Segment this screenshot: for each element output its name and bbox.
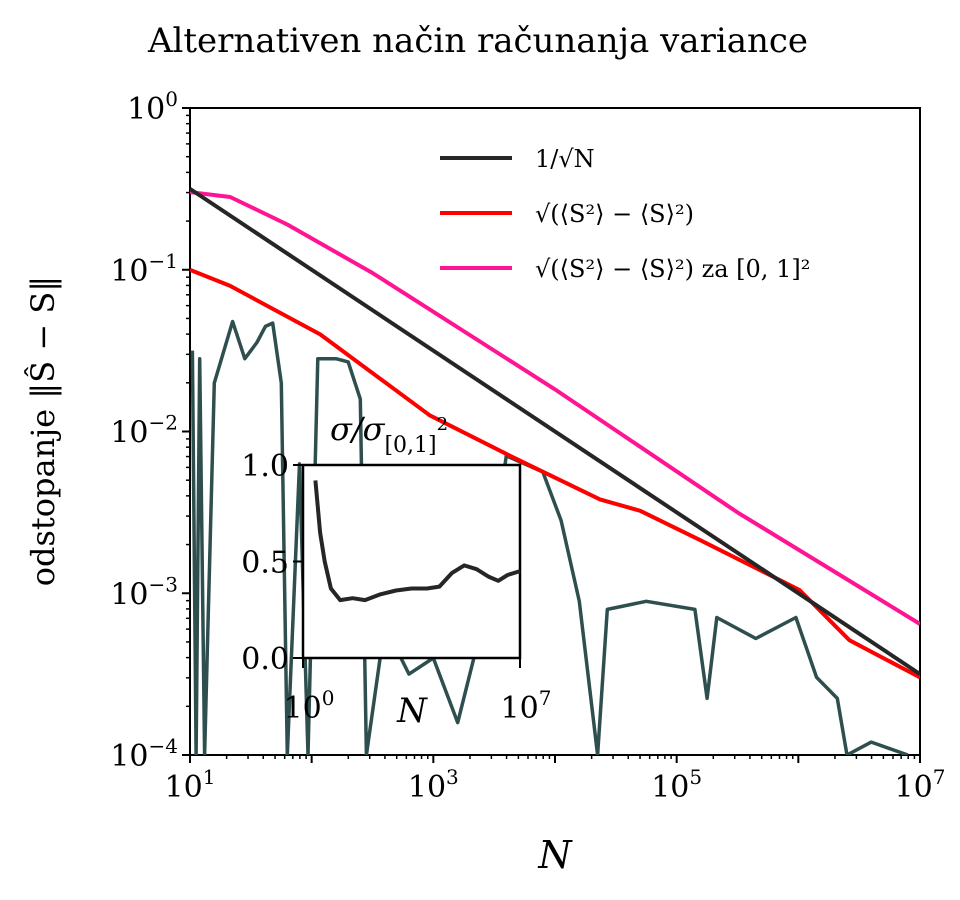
x-tick-label: 101 bbox=[165, 765, 216, 805]
y-tick-label: 10−1 bbox=[110, 249, 178, 289]
inset-x-axis-label: N bbox=[396, 691, 428, 731]
x-axis-label: N bbox=[537, 833, 573, 877]
legend: 1/√N √(⟨S²⟩ − ⟨S⟩²) √(⟨S²⟩ − ⟨S⟩²) za [0, … bbox=[440, 145, 810, 283]
inset-y-tick-label: 0.0 bbox=[241, 642, 289, 677]
inset-x-tick-label: 100 bbox=[284, 686, 335, 726]
inset-frame bbox=[301, 463, 522, 660]
axis-ticks: 101 103 105 107 10−4 10−3 10−2 10−1 100 bbox=[110, 87, 945, 805]
y-tick-label: 10−3 bbox=[110, 572, 178, 612]
x-tick-label: 105 bbox=[651, 765, 702, 805]
legend-label: 1/√N bbox=[535, 145, 595, 173]
x-tick-label: 103 bbox=[408, 765, 459, 805]
inset-chart: σ/σ[0,1]2 N 0.0 0.5 1.0 100 107 bbox=[241, 410, 551, 731]
series-line-2 bbox=[190, 190, 920, 626]
legend-label: √(⟨S²⟩ − ⟨S⟩²) za [0, 1]² bbox=[535, 255, 810, 283]
series-line-0 bbox=[190, 187, 920, 676]
y-tick-label: 10−4 bbox=[110, 734, 178, 774]
series-line-3 bbox=[190, 319, 909, 755]
inset-y-tick-label: 0.5 bbox=[241, 546, 289, 581]
inset-series-line bbox=[313, 480, 521, 603]
legend-label: √(⟨S²⟩ − ⟨S⟩²) bbox=[535, 200, 694, 228]
inset-y-tick-label: 1.0 bbox=[241, 449, 289, 484]
y-tick-label: 10−2 bbox=[110, 411, 178, 451]
inset-title: σ/σ[0,1]2 bbox=[330, 410, 448, 458]
plot-lines bbox=[190, 187, 920, 755]
chart-title: Alternativen način računanja variance bbox=[147, 21, 808, 61]
y-tick-label: 100 bbox=[127, 87, 178, 127]
inset-x-tick-label: 107 bbox=[501, 686, 552, 726]
y-axis-label: odstopanje ‖Ŝ − S‖ bbox=[24, 276, 62, 587]
x-tick-label: 107 bbox=[895, 765, 946, 805]
